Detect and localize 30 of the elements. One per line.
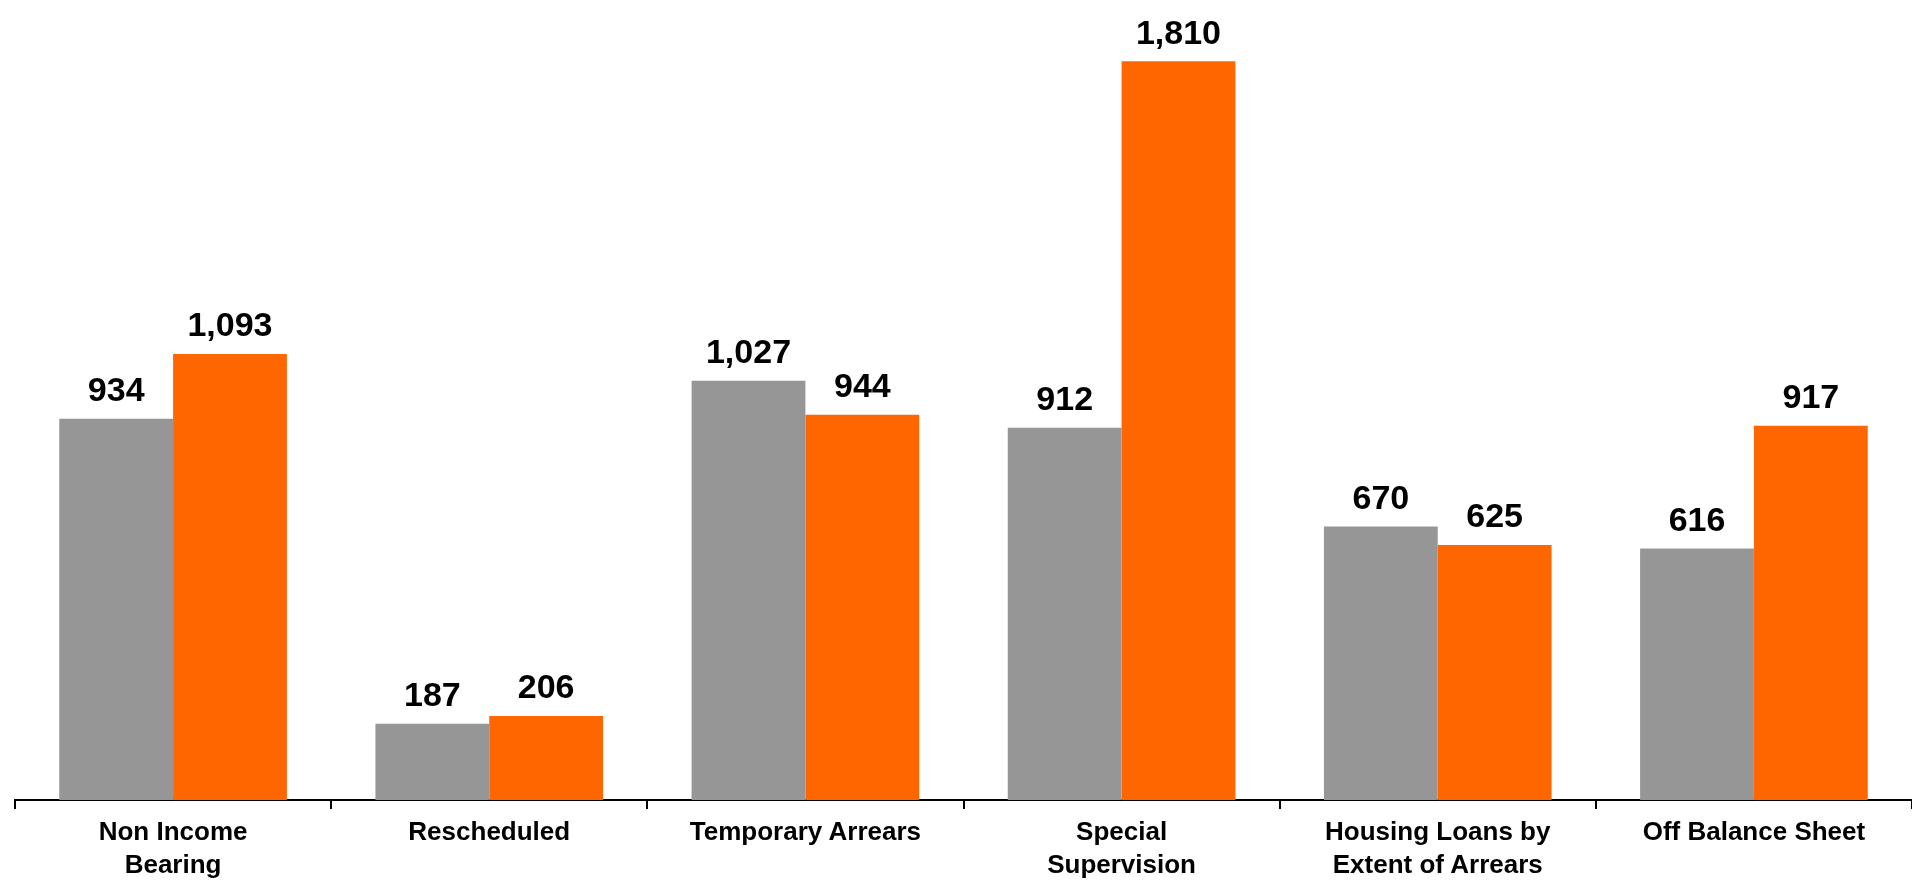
bar <box>1007 427 1122 800</box>
data-label: 917 <box>1782 377 1840 416</box>
data-label: 912 <box>1036 379 1094 418</box>
data-label: 944 <box>833 366 891 405</box>
data-label: 187 <box>403 675 461 714</box>
data-label: 206 <box>517 667 575 706</box>
bar <box>1437 544 1552 800</box>
data-label: 616 <box>1668 499 1726 538</box>
data-label: 934 <box>87 370 145 409</box>
bar <box>1323 526 1438 800</box>
bar <box>1753 425 1868 800</box>
bar <box>489 715 604 800</box>
x-tick-label: Housing Loans by Extent of Arrears <box>1325 816 1551 879</box>
x-tick-label: Rescheduled <box>408 816 571 847</box>
data-label: 670 <box>1352 477 1410 516</box>
bar <box>805 414 920 800</box>
data-label: 625 <box>1466 496 1524 535</box>
x-tick-label: Off Balance Sheet <box>1642 816 1866 847</box>
data-label: 1,810 <box>1135 12 1222 51</box>
x-tick-label: Temporary Arrears <box>689 816 922 847</box>
bar <box>375 723 490 800</box>
x-tick-label: Non Income Bearing <box>98 816 248 879</box>
x-tick-label: Special Supervision <box>1047 816 1196 879</box>
bar <box>1640 548 1754 800</box>
bar <box>59 418 174 800</box>
bar <box>1121 61 1236 800</box>
bar <box>691 380 806 800</box>
data-label: 1,093 <box>187 305 273 344</box>
data-label: 1,027 <box>705 332 792 371</box>
bar <box>173 353 287 800</box>
